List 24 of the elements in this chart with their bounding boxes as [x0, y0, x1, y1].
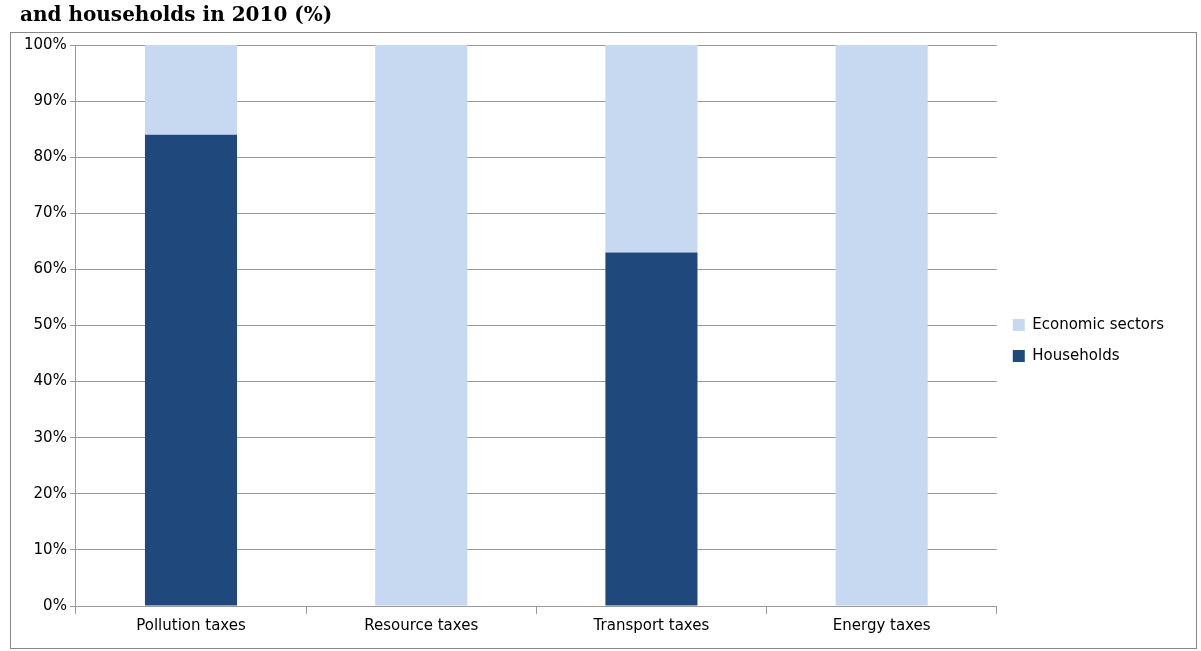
y-tick-label: 60%	[33, 259, 67, 278]
legend-label: Households	[1032, 345, 1120, 364]
chart-title: and households in 2010 (%)	[19, 1, 334, 28]
y-tick-label: 80%	[33, 147, 67, 166]
x-tick-label: Pollution taxes	[136, 615, 246, 634]
bar	[835, 45, 928, 606]
y-tick-label: 20%	[33, 483, 67, 502]
y-tick-label: 10%	[33, 539, 67, 558]
y-tick-label: 90%	[33, 90, 67, 109]
bar	[605, 45, 698, 253]
y-tick-label: 50%	[33, 315, 67, 334]
bar	[605, 252, 698, 606]
y-tick-label: 40%	[33, 371, 67, 390]
bar	[375, 45, 468, 606]
bar	[144, 134, 238, 606]
x-tick-label: Energy taxes	[832, 615, 931, 634]
y-tick-label: 70%	[33, 203, 67, 222]
x-tick-label: Transport taxes	[592, 615, 710, 634]
y-tick-label: 0%	[43, 595, 67, 614]
x-tick-label: Resource taxes	[364, 615, 479, 634]
y-tick-label: 30%	[33, 427, 67, 446]
y-tick-label: 100%	[23, 34, 67, 53]
legend-label: Economic sectors	[1032, 314, 1165, 333]
bar	[144, 45, 238, 135]
